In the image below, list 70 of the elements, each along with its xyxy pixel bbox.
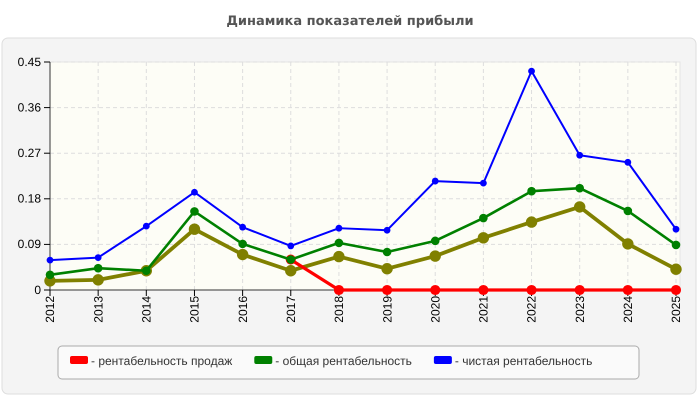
x-tick-label: 2020 [428,296,442,323]
legend-label: - общая рентабельность [275,354,412,368]
x-tick-label: 2012 [43,296,58,323]
point [528,68,535,74]
point [479,214,488,222]
point [478,232,490,244]
point [384,226,390,234]
point [94,254,102,261]
x-tick-label: 2015 [188,296,202,323]
point [94,264,102,272]
y-tick-label: 0.27 [18,146,42,160]
point [142,222,150,230]
x-tick-label: 2023 [572,296,587,323]
point [622,238,634,250]
point [430,236,440,246]
point [575,184,584,192]
point [527,186,536,196]
point [478,284,488,296]
point [382,248,392,256]
y-tick-label: 0 [34,282,42,297]
point [526,216,538,228]
point [574,201,586,213]
point [333,250,345,262]
x-tick-label: 2013 [91,296,106,323]
y-tick-label: 0.09 [18,237,42,252]
point [624,206,632,216]
x-tick-label: 2018 [332,296,346,323]
y-tick-label: 0.18 [18,192,42,206]
point [238,240,247,248]
point [576,152,584,159]
point [382,284,392,296]
point [336,224,342,232]
point [430,250,441,262]
point [191,188,198,196]
x-tick-label: 2021 [476,296,491,323]
point [670,284,682,296]
point [92,274,104,286]
point [624,158,632,166]
x-tick-label: 2019 [380,296,394,323]
point [46,270,54,280]
y-tick-label: 0.45 [18,54,42,69]
point [526,284,537,296]
legend-label: - рентабельность продаж [91,354,232,368]
point [46,256,54,264]
x-tick-label: 2022 [524,296,539,323]
point [381,263,393,274]
y-tick-label: 0.36 [18,100,42,114]
point [285,265,296,276]
x-tick-label: 2016 [236,296,250,323]
legend-label: - чистая рентабельность [454,354,592,368]
point [574,284,585,296]
point [334,284,344,296]
x-tick-label: 2024 [621,296,636,323]
point [190,207,199,216]
point [622,284,633,296]
x-tick-label: 2014 [140,296,154,323]
point [670,264,682,275]
chart-title: Динамика показателей прибыли [226,14,474,29]
point [239,224,246,231]
point [432,178,439,184]
point [672,240,680,250]
x-tick-label: 2017 [284,296,298,323]
point [287,242,294,250]
point [334,238,344,248]
point [480,180,487,186]
point [236,248,248,260]
point [430,284,440,296]
x-tick-label: 2025 [669,296,684,323]
point [188,224,200,235]
point [672,226,680,233]
